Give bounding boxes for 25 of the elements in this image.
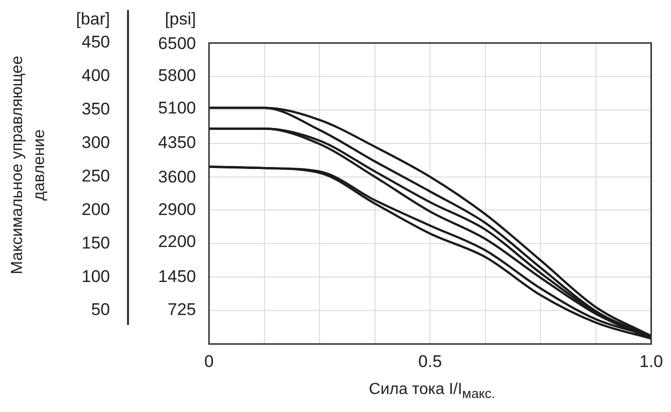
y-tick-label: 400 bbox=[82, 66, 110, 86]
y2-tick-label: 1450 bbox=[158, 266, 196, 286]
y-tick-label: 350 bbox=[82, 100, 110, 119]
x-tick-label: 0.5 bbox=[418, 352, 442, 371]
y2-tick-label: 725 bbox=[168, 300, 196, 320]
x-tick-label: 1.0 bbox=[639, 352, 664, 371]
y2-tick-label: 5100 bbox=[158, 98, 196, 118]
text: [psi] bbox=[164, 10, 196, 29]
y-tick-label: 200 bbox=[82, 200, 110, 219]
y-axis-title: Максимальное управляющее давление bbox=[8, 54, 49, 276]
y-tick-label: 450 bbox=[82, 32, 110, 52]
text: [bar] bbox=[76, 10, 110, 29]
y-tick-label: 250 bbox=[82, 166, 110, 186]
y2-tick-label: 2900 bbox=[158, 200, 196, 219]
y-tick-label: 50 bbox=[91, 300, 110, 320]
y-tick-label: 300 bbox=[82, 133, 110, 152]
y-tick-label: 150 bbox=[82, 233, 110, 252]
x-tick-label: 0 bbox=[204, 352, 214, 371]
y2-tick-label: 3600 bbox=[158, 168, 196, 187]
y2-tick-label: 6500 bbox=[158, 34, 196, 53]
y-tick-label: 100 bbox=[82, 266, 110, 286]
y2-tick-label: 5800 bbox=[158, 66, 196, 86]
y2-tick-label: 2200 bbox=[158, 232, 196, 252]
x-axis-title: Сила тока I/I$_{макс.}$ bbox=[368, 381, 496, 402]
y2-tick-label: 4350 bbox=[158, 133, 196, 152]
